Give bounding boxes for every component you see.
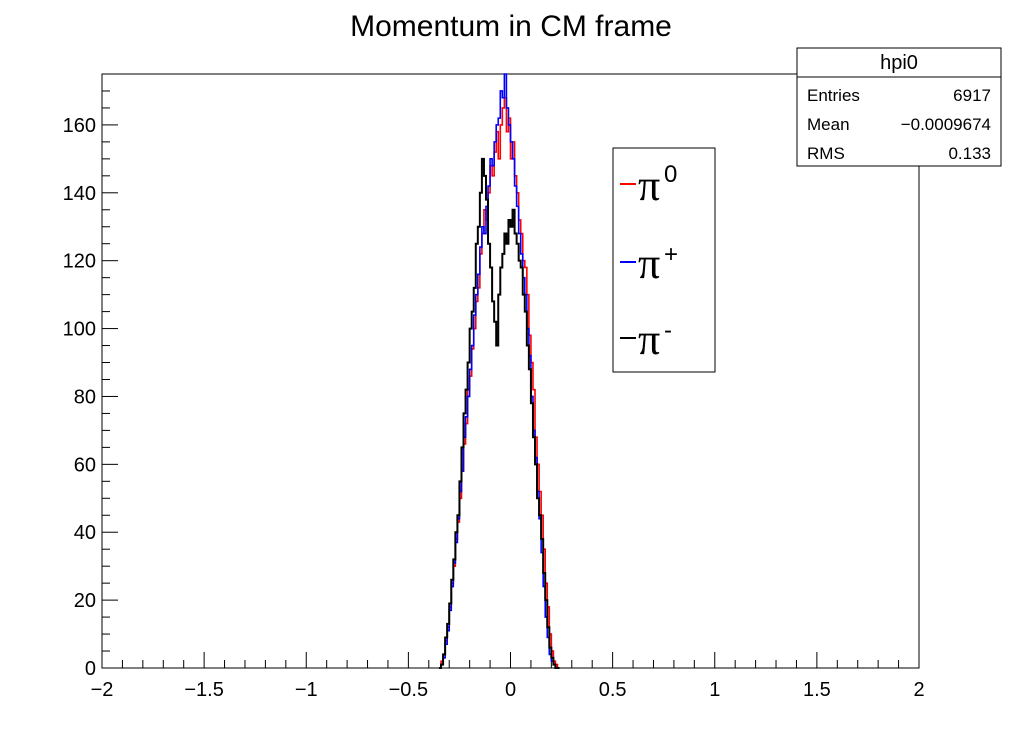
plot-frame bbox=[101, 73, 920, 669]
stats-box-frame bbox=[796, 47, 1002, 167]
stats-rms-label: RMS bbox=[807, 144, 845, 163]
histogram-series bbox=[439, 96, 560, 669]
y-tick-label: 40 bbox=[74, 522, 96, 544]
legend-sup-pi0: 0 bbox=[664, 161, 677, 188]
x-axis: −2 −1.5 −1 −0.5 0 0.5 1 1.5 2 bbox=[91, 652, 925, 701]
y-tick-label: 0 bbox=[85, 658, 96, 680]
x-tick-label: −2 bbox=[91, 679, 114, 701]
x-tick-label: 1.5 bbox=[803, 679, 831, 701]
y-tick-label: 100 bbox=[63, 319, 96, 341]
x-tick-label: −0.5 bbox=[389, 679, 428, 701]
y-tick-label: 140 bbox=[63, 183, 96, 205]
legend-label-piminus: π bbox=[638, 315, 660, 364]
stats-entries-label: Entries bbox=[807, 86, 860, 105]
x-tick-label: 2 bbox=[913, 679, 924, 701]
y-tick-label: 20 bbox=[74, 590, 96, 612]
x-tick-label: −1 bbox=[295, 679, 318, 701]
x-tick-label: −1.5 bbox=[184, 679, 223, 701]
legend-label-piplus: π bbox=[638, 239, 660, 288]
x-tick-label: 0 bbox=[505, 679, 516, 701]
y-tick-label: 80 bbox=[74, 386, 96, 408]
stats-mean-label: Mean bbox=[807, 115, 850, 134]
stats-rms-value: 0.133 bbox=[948, 144, 991, 163]
chart-title: Momentum in CM frame bbox=[350, 10, 672, 43]
stats-box-name: hpi0 bbox=[880, 52, 918, 74]
stats-entries-value: 6917 bbox=[953, 86, 991, 105]
y-axis: 0 20 40 60 80 100 120 140 160 bbox=[63, 73, 118, 680]
legend-sup-piplus: + bbox=[664, 241, 678, 268]
x-tick-label: 0.5 bbox=[599, 679, 627, 701]
legend: π 0 π + π - bbox=[612, 147, 716, 373]
legend-sup-piminus: - bbox=[664, 317, 672, 344]
x-tick-label: 1 bbox=[709, 679, 720, 701]
legend-label-pi0: π bbox=[638, 161, 660, 210]
legend-frame bbox=[612, 147, 716, 373]
y-tick-label: 160 bbox=[63, 115, 96, 137]
stats-box: hpi0 Entries 6917 Mean −0.0009674 RMS 0.… bbox=[796, 47, 1002, 167]
y-tick-label: 120 bbox=[63, 251, 96, 273]
y-tick-label: 60 bbox=[74, 454, 96, 476]
stats-mean-value: −0.0009674 bbox=[901, 115, 991, 134]
histogram-series bbox=[439, 157, 560, 669]
histogram-series bbox=[439, 73, 560, 669]
series-layer bbox=[439, 73, 560, 669]
